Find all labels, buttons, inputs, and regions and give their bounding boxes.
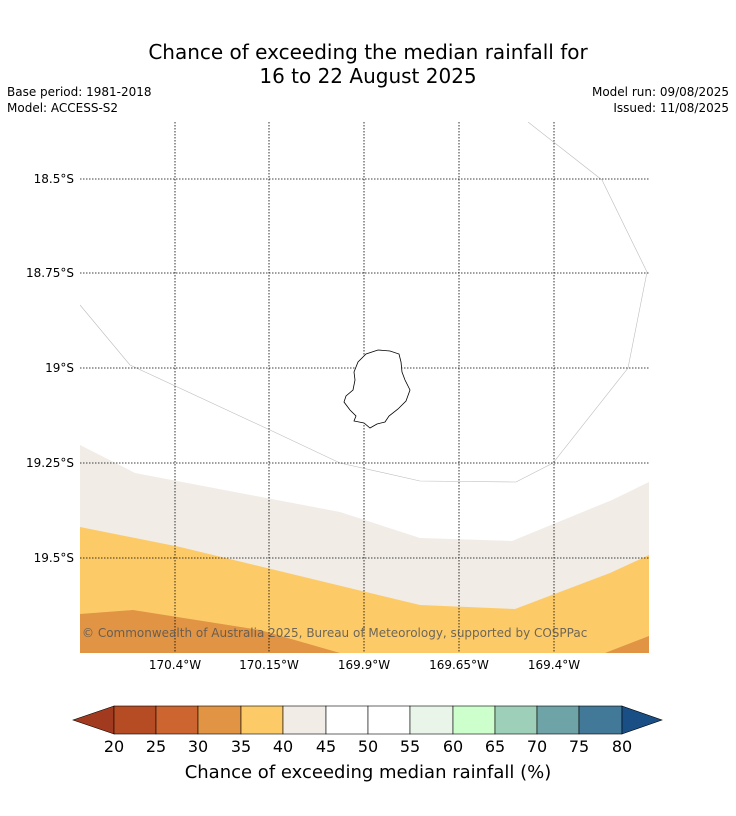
colorbar-swatch [409,705,454,735]
lon-label: 169.4°W [528,658,580,672]
forecast-map [80,122,649,653]
latitude-labels: 18.5°S 18.75°S 19°S 19.25°S 19.5°S [26,172,74,565]
band-35-40 [80,527,649,653]
colorbar-tick: 25 [145,737,167,756]
colorbar-over-arrow [621,705,663,735]
colorbar-swatch [452,705,496,735]
map-title-line2: 16 to 22 August 2025 [259,64,477,88]
lon-label: 169.9°W [338,658,390,672]
lat-label: 18.5°S [34,172,74,186]
base-period: Base period: 1981-2018 [7,85,152,99]
graticule [80,122,649,653]
colorbar-tick: 60 [442,737,464,756]
band-30-35-east [605,636,649,653]
colorbar-tick: 45 [315,737,337,756]
colorbar-tick: 70 [526,737,548,756]
model-name: Model: ACCESS-S2 [7,101,119,115]
colorbar-tick: 20 [103,737,125,756]
eez-boundary [80,122,648,483]
colorbar-under-arrow [72,705,115,735]
band-30-35-west [80,610,340,653]
lat-label: 18.75°S [26,266,74,280]
colorbar-swatch [240,705,284,735]
colorbar-tick: 30 [187,737,209,756]
niue-coastline [343,349,411,429]
longitude-labels: 170.4°W 170.15°W 169.9°W 169.65°W 169.4°… [149,658,580,672]
colorbar-swatch [325,705,369,735]
map-title-line1: Chance of exceeding the median rainfall … [148,40,588,64]
lon-label: 169.65°W [429,658,489,672]
colorbar-swatch [282,705,327,735]
lat-label: 19.25°S [26,456,74,470]
colorbar-tick: 65 [484,737,506,756]
colorbar-swatch [494,705,538,735]
colorbar-tick: 50 [357,737,379,756]
colorbar-swatch [578,705,623,735]
colorbar-tick: 80 [611,737,633,756]
colorbar-swatch [113,705,157,735]
colorbar-title: Chance of exceeding median rainfall (%) [184,762,552,783]
colorbar-swatch [197,705,242,735]
issued-date: Issued: 11/08/2025 [613,101,729,115]
colorbar-tick: 75 [568,737,590,756]
colorbar-swatch [536,705,580,735]
lat-label: 19°S [45,361,74,375]
lon-label: 170.15°W [239,658,299,672]
lon-label: 170.4°W [149,658,201,672]
colorbar-tick: 35 [230,737,252,756]
colorbar [72,705,663,735]
colorbar-tick: 40 [272,737,294,756]
lat-label: 19.5°S [34,551,74,565]
colorbar-swatch [367,705,411,735]
colorbar-swatch [155,705,199,735]
colorbar-tick: 55 [399,737,421,756]
model-run: Model run: 09/08/2025 [591,85,729,99]
copyright-notice: © Commonwealth of Australia 2025, Bureau… [82,626,587,640]
